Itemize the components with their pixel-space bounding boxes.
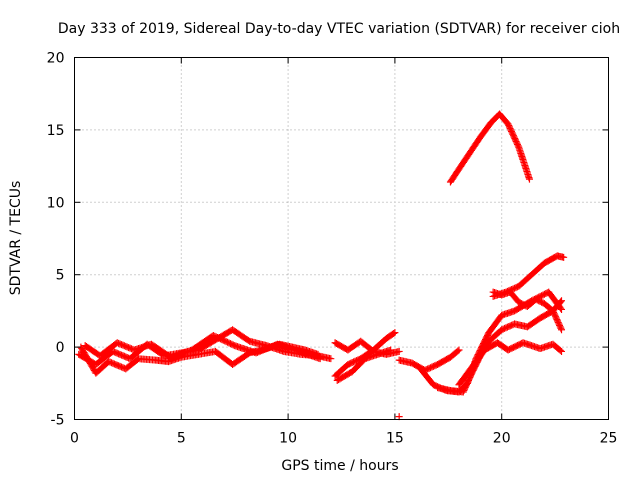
data-point [558,297,566,305]
series-satellite-track-6 [333,346,395,384]
data-point [390,329,398,337]
x-tick-label: 25 [600,431,618,447]
x-tick-label: 5 [177,431,186,447]
x-tick-label: 15 [386,431,404,447]
series-satellite-track-3 [81,332,324,363]
data-point [557,298,565,306]
series-satellite-track-13 [446,110,533,186]
data-point [327,355,335,363]
y-tick-label: 5 [56,268,65,284]
data-point [558,305,566,313]
data-point [454,347,462,355]
plot-frame [74,57,609,420]
chart-title: Day 333 of 2019, Sidereal Day-to-day VTE… [58,21,620,37]
data-point [558,347,566,355]
series-satellite-track-10 [455,339,566,389]
data-point [391,329,399,337]
y-tick-label: 0 [56,340,65,356]
series-outlier [395,413,403,421]
series-satellite-track-12 [489,252,568,300]
data-point [558,326,566,334]
data-layer [75,110,568,421]
data-point [387,346,395,354]
y-axis-label: SDTVAR / TECUs [8,181,24,296]
axes: 0 5 10 15 20 25 -5 0 5 10 15 20 [47,51,618,447]
y-tick-label: 15 [47,123,65,139]
series-satellite-track-5 [331,337,403,358]
data-point [455,346,463,354]
data-point [557,324,565,332]
data-point [316,355,324,363]
data-point [514,142,522,150]
data-point [395,413,403,421]
x-tick-label: 0 [70,431,79,447]
data-point [556,346,564,354]
y-tick-label: 20 [47,51,65,67]
x-tick-label: 10 [279,431,297,447]
y-tick-label: -5 [51,413,65,429]
x-tick-label: 20 [493,431,511,447]
data-point [560,253,568,261]
x-axis-label: GPS time / hours [281,458,398,474]
data-point [395,347,403,355]
data-point [525,175,533,183]
y-tick-label: 10 [47,195,65,211]
